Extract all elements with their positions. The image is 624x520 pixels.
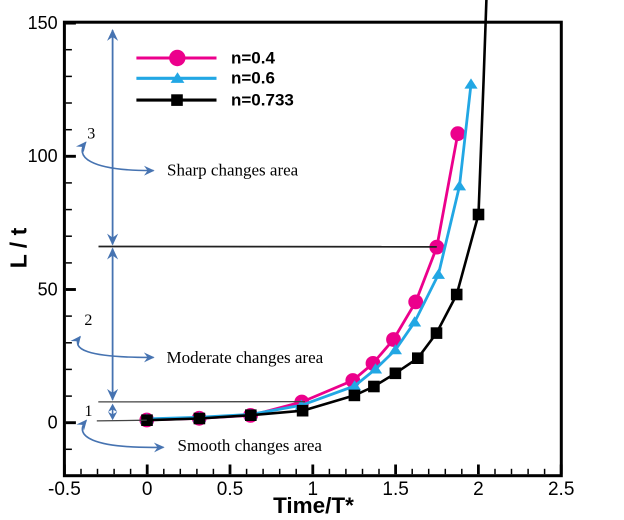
svg-text:Moderate changes area: Moderate changes area bbox=[167, 348, 324, 367]
svg-text:2: 2 bbox=[473, 479, 484, 500]
svg-text:2: 2 bbox=[84, 312, 92, 329]
svg-text:n=0.733: n=0.733 bbox=[231, 91, 294, 110]
svg-text:1.5: 1.5 bbox=[382, 479, 408, 500]
svg-text:Sharp changes area: Sharp changes area bbox=[167, 161, 299, 180]
svg-text:Time/T*: Time/T* bbox=[273, 493, 354, 518]
svg-text:50: 50 bbox=[38, 279, 58, 299]
svg-text:Smooth changes area: Smooth changes area bbox=[178, 436, 323, 455]
svg-text:-0.5: -0.5 bbox=[48, 479, 81, 500]
svg-text:0: 0 bbox=[48, 413, 58, 433]
svg-text:150: 150 bbox=[28, 13, 58, 33]
svg-text:1: 1 bbox=[85, 403, 93, 420]
svg-text:100: 100 bbox=[28, 146, 58, 166]
svg-text:0.5: 0.5 bbox=[217, 479, 243, 500]
svg-text:3: 3 bbox=[87, 125, 95, 142]
svg-text:1: 1 bbox=[308, 479, 319, 500]
svg-text:L / t: L / t bbox=[5, 227, 31, 268]
svg-text:n=0.4: n=0.4 bbox=[231, 48, 275, 67]
svg-text:0: 0 bbox=[142, 479, 153, 500]
svg-text:2.5: 2.5 bbox=[548, 479, 574, 500]
svg-text:n=0.6: n=0.6 bbox=[231, 69, 275, 88]
